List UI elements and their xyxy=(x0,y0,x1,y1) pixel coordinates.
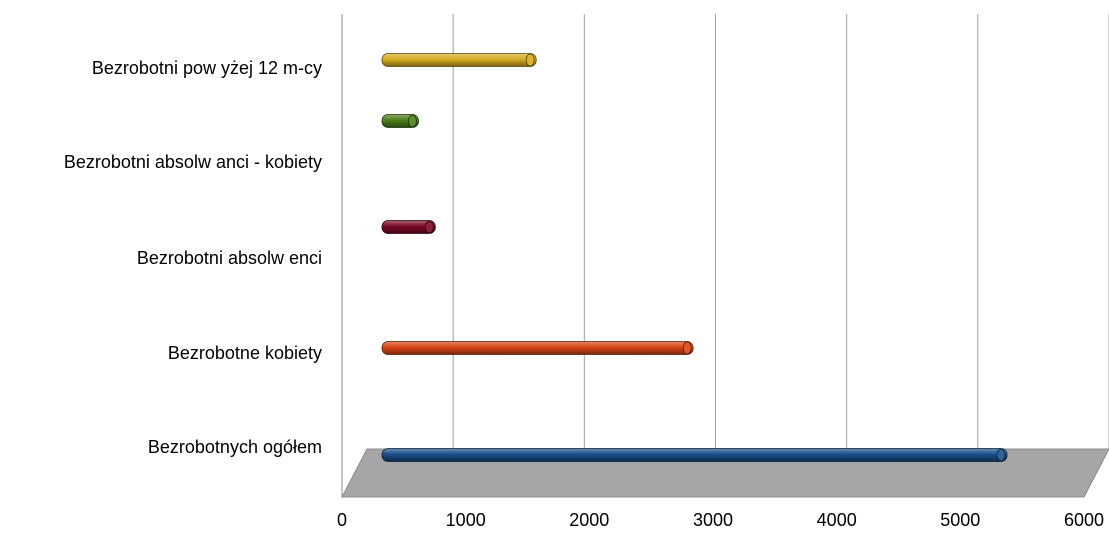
tick-label: 0 xyxy=(337,510,347,530)
bar-bezrobotni-pow-yzej-12-m-cy xyxy=(381,53,537,67)
category-label: Bezrobotnych ogółem xyxy=(148,437,322,457)
bar-bezrobotnych-ogo-em xyxy=(381,448,1008,462)
category-label: Bezrobotne kobiety xyxy=(168,343,322,363)
bar-bezrobotni-absolw-anci-kobiety xyxy=(381,114,419,128)
tick-label: 5000 xyxy=(940,510,980,530)
category-label: Bezrobotni absolw anci - kobiety xyxy=(64,152,322,172)
category-label: Bezrobotni pow yżej 12 m-cy xyxy=(92,58,322,78)
bars xyxy=(381,53,1008,462)
tick-label: 4000 xyxy=(817,510,857,530)
bar-bezrobotni-absolw-enci xyxy=(381,220,436,234)
category-labels: Bezrobotnych ogółem Bezrobotne kobiety Bez… xyxy=(64,58,322,457)
gridlines xyxy=(452,14,1109,449)
category-label: Bezrobotni absolw enci xyxy=(137,248,322,268)
bar-bezrobotne-kobiety xyxy=(381,341,694,355)
x-axis-tick-labels: 0 1000 2000 3000 4000 5000 6000 xyxy=(337,510,1104,530)
tick-label: 1000 xyxy=(446,510,486,530)
tick-label: 6000 xyxy=(1064,510,1104,530)
tick-label: 3000 xyxy=(693,510,733,530)
tick-label: 2000 xyxy=(569,510,609,530)
